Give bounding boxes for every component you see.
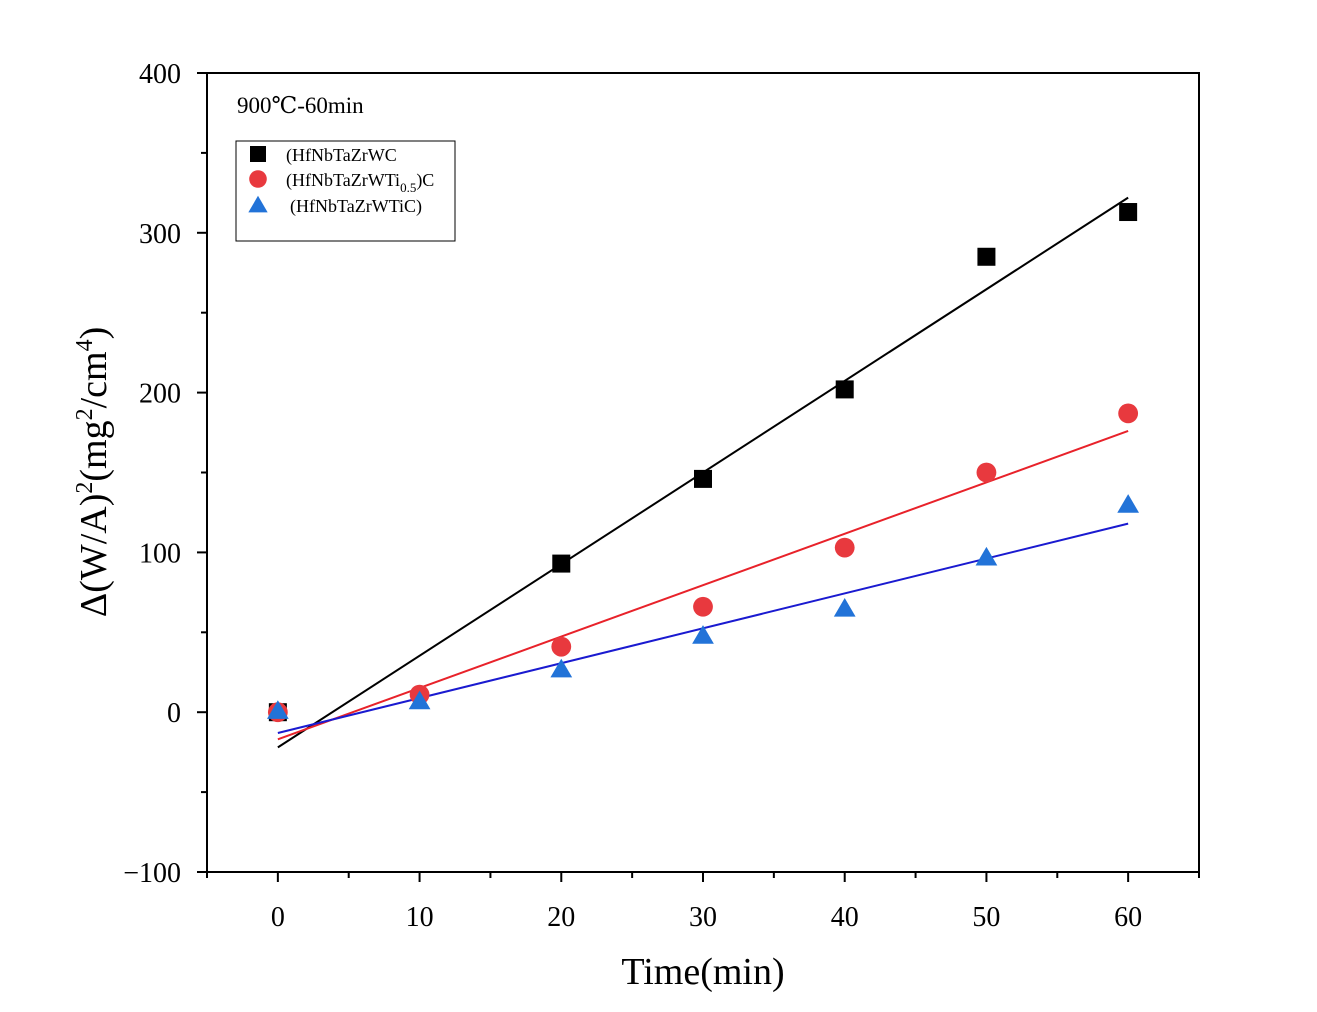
legend-label-3: (HfNbTaZrWTiC): [290, 196, 422, 217]
legend-box: [235, 140, 456, 242]
x-tick-label-10: 10: [406, 902, 434, 933]
y-tick-label-300: 300: [139, 219, 181, 250]
x-tick-label-40: 40: [831, 902, 859, 933]
legend-label-1: (HfNbTaZrWC: [286, 145, 397, 166]
x-tick-label-0: 0: [271, 902, 285, 933]
legend-marker-2: [249, 170, 267, 188]
y-axis-title: Δ(W/A)2(mg2/cm4): [72, 327, 115, 617]
y-tick-label-0: 0: [167, 698, 181, 729]
x-axis-title: Time(min): [621, 951, 784, 993]
x-tick-label-20: 20: [547, 902, 575, 933]
x-tick-label-60: 60: [1114, 902, 1142, 933]
point-series-3-50: [975, 546, 998, 566]
x-tick-label-30: 30: [689, 902, 717, 933]
y-tick-label-100: 100: [139, 538, 181, 569]
legend-marker-3: [248, 195, 268, 213]
point-series-2-20: [551, 636, 572, 657]
axis-ticks: 0 10 20 30 40 50 60 −100 0 100 200 300 400: [123, 59, 1200, 933]
legend-markers: [248, 146, 268, 213]
legend-label-2: (HfNbTaZrWTi0.5)C: [286, 170, 434, 195]
x-tick-label-50: 50: [972, 902, 1000, 933]
data-points: [266, 203, 1140, 723]
point-series-3-60: [1117, 494, 1140, 513]
point-series-3-0: [266, 700, 289, 719]
point-series-3-20: [550, 658, 573, 678]
point-series-3-40: [833, 597, 856, 617]
y-tick-label--100: −100: [123, 858, 181, 889]
y-tick-label-400: 400: [139, 59, 181, 90]
point-series-1-20: [552, 554, 571, 573]
point-series-2-50: [976, 462, 997, 483]
y-tick-label-200: 200: [139, 379, 181, 410]
point-series-2-30: [693, 596, 713, 617]
annotation-text: 900℃-60min: [237, 93, 364, 118]
point-series-1-60: [1119, 203, 1138, 222]
point-series-2-60: [1118, 403, 1139, 424]
point-series-1-50: [977, 247, 996, 266]
point-series-1-40: [835, 380, 854, 399]
legend: (HfNbTaZrWC (HfNbTaZrWTi0.5)C (HfNbTaZrW…: [235, 140, 456, 242]
point-series-1-30: [694, 469, 712, 488]
point-series-2-40: [834, 537, 855, 558]
point-series-3-30: [692, 625, 714, 644]
point-series-3-10: [408, 690, 431, 710]
legend-marker-1: [250, 146, 266, 162]
